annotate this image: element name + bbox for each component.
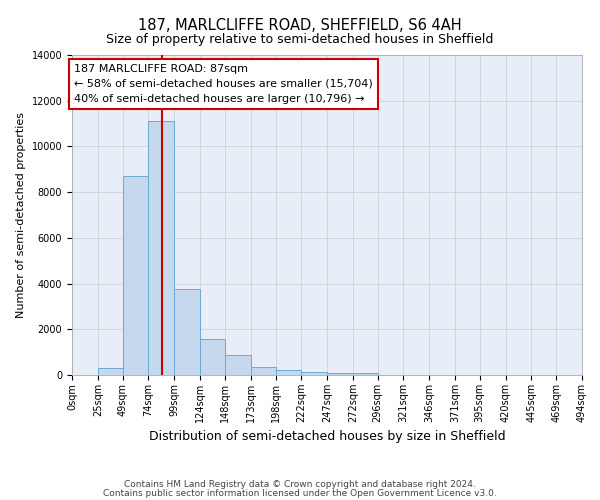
X-axis label: Distribution of semi-detached houses by size in Sheffield: Distribution of semi-detached houses by … [149, 430, 505, 444]
Bar [122, 176, 148, 375]
Bar [301, 372, 327, 375]
Bar [327, 374, 353, 375]
Text: 187, MARLCLIFFE ROAD, SHEFFIELD, S6 4AH: 187, MARLCLIFFE ROAD, SHEFFIELD, S6 4AH [138, 18, 462, 32]
Text: 187 MARLCLIFFE ROAD: 87sqm
← 58% of semi-detached houses are smaller (15,704)
40: 187 MARLCLIFFE ROAD: 87sqm ← 58% of semi… [74, 64, 373, 104]
Text: Contains public sector information licensed under the Open Government Licence v3: Contains public sector information licen… [103, 488, 497, 498]
Bar [148, 122, 174, 375]
Text: Contains HM Land Registry data © Crown copyright and database right 2024.: Contains HM Land Registry data © Crown c… [124, 480, 476, 489]
Bar [200, 339, 225, 375]
Bar [98, 368, 122, 375]
Y-axis label: Number of semi-detached properties: Number of semi-detached properties [16, 112, 26, 318]
Bar [277, 370, 301, 375]
Bar [353, 372, 377, 375]
Bar [174, 290, 200, 375]
Text: Size of property relative to semi-detached houses in Sheffield: Size of property relative to semi-detach… [106, 32, 494, 46]
Bar [251, 367, 277, 375]
Bar [225, 355, 251, 375]
